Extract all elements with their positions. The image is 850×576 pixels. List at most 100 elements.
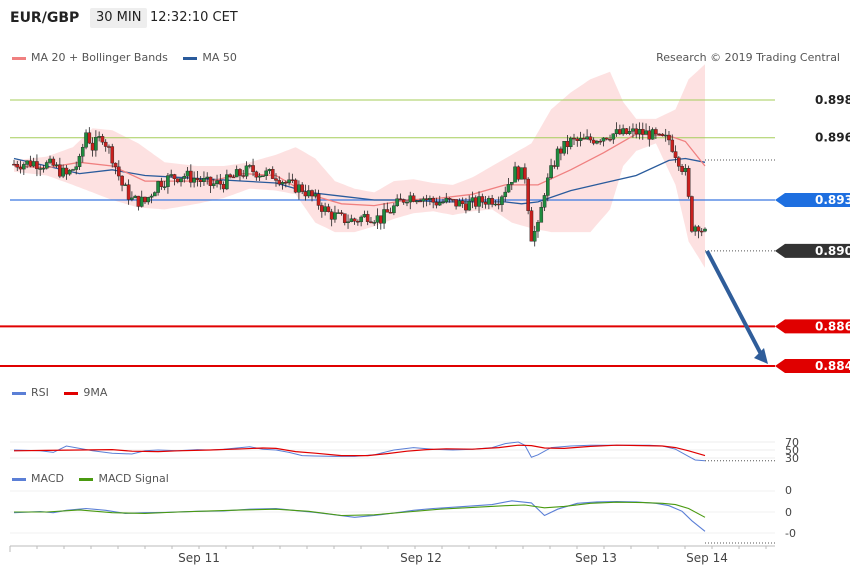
rsi-tick-30: 30 — [785, 452, 799, 465]
candle-body — [369, 221, 373, 223]
rsi-line-9ma — [13, 444, 706, 457]
candle-body — [77, 156, 82, 167]
candle-body — [392, 205, 396, 214]
level-label-0.8985: 0.8985 — [815, 93, 850, 107]
candle-body — [15, 164, 20, 168]
candle-body — [228, 174, 232, 178]
x-tick-label-0: Sep 11 — [178, 551, 220, 565]
level-label-0.8865: 0.8865 — [815, 319, 850, 333]
candle-body — [431, 197, 435, 203]
candle-body — [467, 200, 472, 211]
candle-body — [300, 184, 304, 192]
candle-body — [388, 212, 393, 214]
symbol-label[interactable]: EUR/GBP — [10, 10, 80, 26]
candle-body — [703, 228, 707, 232]
legend-ma20: MA 20 + Bollinger Bands — [31, 51, 168, 64]
candle-body — [133, 195, 137, 199]
candle-body — [516, 166, 521, 180]
candle-body — [139, 196, 144, 207]
macd-tick-0: 0 — [785, 484, 792, 497]
rsi-legend: RSI 9MA — [12, 386, 107, 400]
timeframe-badge[interactable]: 30 MIN — [90, 8, 148, 28]
candle-body — [22, 164, 26, 170]
candle-body — [107, 146, 111, 148]
candle-body — [385, 209, 390, 213]
candle-body — [539, 207, 544, 223]
candle-body — [565, 141, 570, 147]
candle-body — [221, 184, 226, 190]
candle-body — [621, 128, 625, 135]
candle-body — [627, 131, 632, 134]
candle-body — [290, 179, 295, 181]
candle-body — [18, 167, 23, 170]
candle-body — [94, 137, 98, 151]
candle-body — [693, 226, 697, 232]
candle-body — [415, 200, 419, 203]
candle-body — [444, 197, 449, 203]
candle-body — [234, 169, 239, 178]
candle-body — [71, 169, 75, 171]
level-tag-0.8932 — [775, 192, 850, 207]
candle-body — [604, 137, 609, 140]
candle-body — [100, 136, 105, 143]
candle-body — [185, 170, 190, 177]
candle-body — [611, 133, 616, 140]
candle-body — [454, 199, 458, 207]
candles-group — [12, 122, 707, 247]
candle-body — [54, 164, 59, 166]
candle-body — [608, 138, 612, 141]
candle-body — [647, 130, 652, 140]
x-tick-label-2: Sep 13 — [575, 551, 617, 565]
candle-body — [247, 165, 252, 167]
candle-body — [631, 128, 635, 132]
candle-body — [401, 199, 406, 203]
candle-body — [490, 198, 494, 205]
candle-body — [359, 216, 363, 223]
candle-body — [382, 209, 386, 224]
candle-body — [25, 160, 29, 165]
candle-body — [421, 198, 426, 202]
candle-body — [84, 132, 88, 148]
legend-macd: MACD — [31, 472, 64, 485]
candle-body — [650, 129, 655, 140]
candle-body — [225, 174, 229, 190]
candle-body — [352, 218, 357, 222]
candle-body — [179, 178, 183, 183]
candle-body — [261, 175, 265, 178]
candle-body — [496, 203, 501, 206]
candle-body — [270, 169, 275, 179]
candle-body — [588, 136, 593, 141]
candle-body — [198, 179, 203, 182]
macd-tick-1: 0 — [785, 506, 792, 519]
candle-body — [97, 136, 101, 138]
candle-body — [434, 202, 439, 206]
candle-body — [362, 214, 367, 218]
candle-body — [614, 129, 619, 135]
candle-body — [333, 212, 337, 220]
candle-body — [244, 165, 249, 177]
candle-body — [575, 138, 580, 141]
candle-body — [274, 178, 278, 181]
candle-body — [654, 129, 658, 135]
candle-body — [549, 165, 553, 178]
candle-body — [136, 195, 141, 207]
candle-body — [339, 212, 344, 214]
candle-body — [267, 169, 272, 172]
macd-signal-swatch — [79, 477, 94, 481]
level-tag-0.8905 — [775, 243, 850, 258]
candle-body — [578, 137, 583, 141]
candle-body — [585, 136, 589, 140]
candle-body — [297, 184, 301, 193]
candle-body — [31, 161, 36, 167]
candle-body — [116, 166, 121, 177]
candle-body — [169, 174, 173, 176]
candle-body — [529, 210, 534, 242]
candle-body — [591, 139, 596, 144]
candle-body — [447, 197, 452, 200]
macd-line-macd — [13, 500, 706, 532]
ma50-swatch — [183, 56, 198, 60]
candle-body — [509, 181, 514, 185]
level-label-0.8905: 0.8905 — [815, 244, 850, 258]
candle-body — [306, 190, 311, 197]
